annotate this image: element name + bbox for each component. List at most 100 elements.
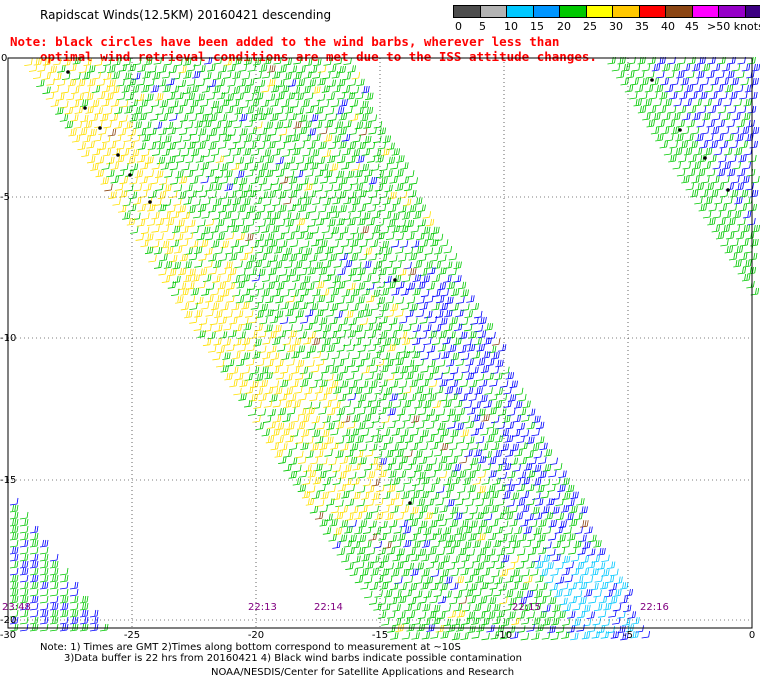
wind-barb xyxy=(360,226,370,234)
wind-barb xyxy=(229,379,238,388)
wind-barb xyxy=(299,366,309,375)
wind-barb xyxy=(431,226,440,235)
wind-barb xyxy=(297,408,307,416)
wind-barb xyxy=(540,490,550,499)
wind-barb xyxy=(412,540,421,549)
wind-barb xyxy=(395,246,404,254)
wind-barb xyxy=(326,422,335,430)
wind-barb xyxy=(300,288,310,297)
wind-barb xyxy=(384,575,393,584)
wind-barb xyxy=(449,317,458,325)
wind-barb xyxy=(272,71,281,79)
wind-barb xyxy=(547,484,556,492)
wind-barb xyxy=(88,128,97,137)
wind-barb xyxy=(464,575,474,583)
wind-barb xyxy=(500,506,510,515)
wind-barb xyxy=(232,71,241,80)
wind-barb xyxy=(61,86,70,94)
legend-label: 15 xyxy=(530,20,544,33)
wind-barb xyxy=(697,56,706,65)
wind-barb xyxy=(151,72,161,80)
wind-barb xyxy=(151,211,160,220)
wind-barb xyxy=(480,581,489,590)
wind-barb xyxy=(396,155,405,163)
wind-barb xyxy=(652,112,661,121)
wind-barb xyxy=(386,373,395,381)
wind-barb xyxy=(306,485,316,493)
wind-barb xyxy=(383,324,393,332)
wind-barb xyxy=(440,569,449,577)
wind-barb xyxy=(363,197,373,205)
wind-barb xyxy=(601,618,611,627)
map-title: Rapidscat Winds(12.5KM) 20160421 descend… xyxy=(40,8,332,22)
wind-barb xyxy=(449,519,459,528)
wind-barb xyxy=(241,288,251,296)
wind-barb xyxy=(751,224,760,233)
wind-barb xyxy=(289,442,298,451)
wind-barb xyxy=(731,175,740,184)
wind-barb xyxy=(240,239,250,247)
wind-barb xyxy=(750,77,759,86)
wind-barb xyxy=(459,583,469,592)
wind-barb xyxy=(537,546,547,555)
wind-barb xyxy=(355,91,364,100)
wind-barb xyxy=(398,205,407,213)
wind-barb xyxy=(153,121,163,130)
wind-barb xyxy=(290,163,299,171)
wind-barb xyxy=(85,106,94,114)
wind-barb xyxy=(296,141,305,150)
wind-barb xyxy=(216,219,225,227)
wind-barb xyxy=(210,163,220,171)
wind-barb xyxy=(220,365,229,373)
wind-barb xyxy=(363,463,373,471)
wind-barb xyxy=(414,436,424,444)
wind-barb xyxy=(738,252,748,261)
wind-barb xyxy=(277,330,287,338)
wind-barb xyxy=(499,569,509,577)
wind-barb xyxy=(463,463,473,471)
wind-barb xyxy=(176,219,185,228)
wind-barb xyxy=(336,281,346,289)
wind-barb xyxy=(218,127,228,136)
wind-barb xyxy=(96,92,106,100)
wind-barb xyxy=(308,205,317,213)
wind-barb xyxy=(376,280,386,289)
wind-barb xyxy=(509,519,518,527)
lat-tick-label: -20 xyxy=(0,615,16,626)
wind-barb xyxy=(513,401,523,409)
wind-barb xyxy=(729,91,738,100)
wind-barb xyxy=(255,282,265,291)
wind-barb xyxy=(729,140,738,149)
wind-barb xyxy=(294,324,304,332)
wind-barb xyxy=(238,393,247,401)
wind-barb xyxy=(220,303,229,311)
wind-barb xyxy=(335,450,344,458)
wind-barb xyxy=(343,338,352,347)
wind-barb xyxy=(170,288,180,297)
wind-barb xyxy=(155,233,164,241)
wind-barb xyxy=(19,560,29,569)
wind-barb xyxy=(499,520,509,529)
wind-barb xyxy=(236,281,245,289)
wind-barb xyxy=(543,449,553,457)
wind-barb xyxy=(233,120,242,129)
wind-barb xyxy=(477,485,486,494)
wind-barb xyxy=(310,226,319,234)
wind-barb xyxy=(294,183,303,192)
wind-barb xyxy=(296,231,305,240)
wind-barb xyxy=(281,162,291,170)
wind-barb xyxy=(565,484,575,493)
wind-barb xyxy=(371,289,380,298)
wind-barb xyxy=(241,274,251,282)
wind-barb xyxy=(358,189,367,198)
wind-barb xyxy=(303,247,313,256)
wind-barb xyxy=(291,366,300,374)
wind-barb xyxy=(392,400,402,409)
wind-barb xyxy=(314,373,323,382)
wind-barb xyxy=(397,611,406,620)
wind-barb xyxy=(376,422,385,430)
wind-barb xyxy=(479,443,489,451)
wind-barb xyxy=(197,281,206,289)
wind-barb xyxy=(440,428,449,437)
wind-barb xyxy=(655,133,664,142)
